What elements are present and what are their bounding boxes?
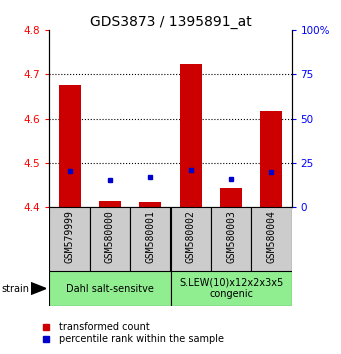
Bar <box>49 207 90 271</box>
Text: Dahl salt-sensitve: Dahl salt-sensitve <box>66 284 154 293</box>
Bar <box>251 207 292 271</box>
Bar <box>220 188 242 207</box>
Bar <box>99 201 121 207</box>
Bar <box>139 202 161 207</box>
Text: GSM579999: GSM579999 <box>65 210 75 263</box>
Bar <box>170 271 292 306</box>
Title: GDS3873 / 1395891_at: GDS3873 / 1395891_at <box>90 15 251 29</box>
Text: GSM580003: GSM580003 <box>226 210 236 263</box>
Text: GSM580000: GSM580000 <box>105 210 115 263</box>
Bar <box>211 207 251 271</box>
Bar <box>260 110 282 207</box>
Text: GSM580001: GSM580001 <box>145 210 155 263</box>
Bar <box>59 85 81 207</box>
Bar <box>90 207 130 271</box>
Bar <box>180 64 202 207</box>
Polygon shape <box>31 282 46 295</box>
Text: GSM580004: GSM580004 <box>266 210 276 263</box>
Bar <box>170 207 211 271</box>
Bar <box>49 271 170 306</box>
Legend: transformed count, percentile rank within the sample: transformed count, percentile rank withi… <box>32 318 228 348</box>
Text: S.LEW(10)x12x2x3x5
congenic: S.LEW(10)x12x2x3x5 congenic <box>179 278 283 299</box>
Bar <box>130 207 170 271</box>
Text: strain: strain <box>2 284 30 293</box>
Text: GSM580002: GSM580002 <box>186 210 196 263</box>
